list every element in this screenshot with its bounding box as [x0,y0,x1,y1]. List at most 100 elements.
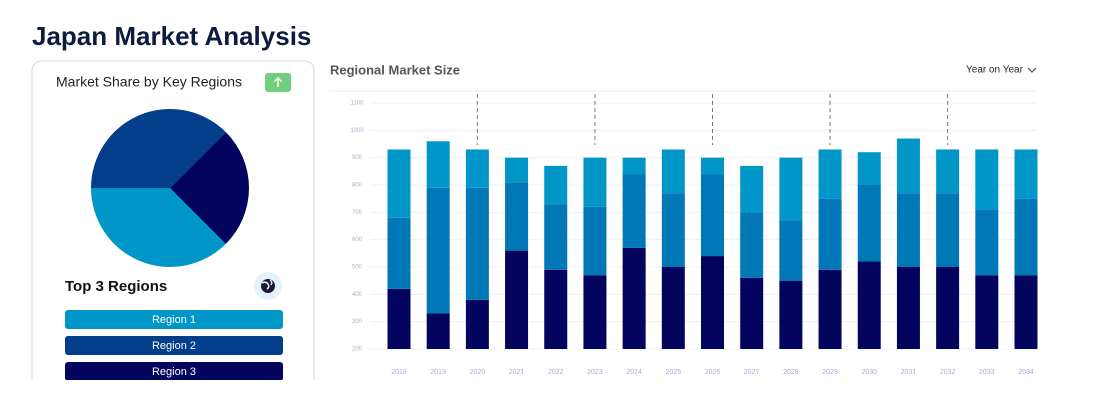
x-tick-label: 2033 [979,369,995,376]
bar-segment [387,149,411,218]
x-tick-label: 2022 [548,369,564,376]
bar-segment [779,157,803,221]
bar-segment [818,149,842,199]
bar-segment [544,204,568,270]
bar-segment [583,275,607,349]
x-tick-label: 2020 [470,369,486,376]
x-tick-label: 2026 [705,369,721,376]
bar-segment [544,269,568,349]
x-tick-label: 2021 [509,369,525,376]
bar-segment [583,206,607,276]
bar-segment [583,157,607,207]
bar-segment [1014,149,1038,199]
bar-segment [896,267,920,349]
bar-segment [740,277,764,349]
y-tick-label: 700 [352,210,363,216]
bar-segment [622,247,646,349]
bar-segment [505,157,529,183]
region-button[interactable]: Region 3 [65,362,283,381]
x-tick-label: 2025 [666,369,682,376]
bar-segment [896,193,920,267]
bar-segment [426,141,450,188]
y-tick-label: 1000 [350,128,364,134]
bar-segment [426,313,450,349]
x-tick-label: 2018 [391,369,407,376]
y-tick-label: 800 [352,183,363,189]
y-tick-label: 1100 [351,101,365,107]
dropdown-label: Year on Year [966,65,1024,76]
y-tick-label: 900 [352,155,363,161]
bar-segment [936,149,960,194]
bar-segment [661,267,685,349]
pie-slice [170,132,249,244]
y-tick-label: 200 [352,347,363,353]
bar-segment [857,261,881,349]
bar-segment [1014,198,1038,276]
bar-segment [465,149,489,188]
x-tick-label: 2019 [430,369,446,376]
y-tick-label: 600 [352,237,363,243]
bar-segment [465,299,489,349]
bar-segment [1014,275,1038,349]
bar-segment [857,185,881,262]
x-tick-label: 2028 [783,369,799,376]
bar-segment [426,187,450,314]
bar-segment [779,280,803,349]
x-tick-label: 2023 [587,369,603,376]
bar-segment [701,157,724,175]
bar-segment [505,250,529,349]
globe-button[interactable] [254,272,282,300]
bar-segment [857,152,881,185]
x-tick-label: 2024 [626,369,642,376]
x-tick-label: 2027 [744,369,760,376]
bar-segment [544,165,568,205]
bar-segment [622,157,646,175]
bar-segment [701,174,724,257]
region-button[interactable]: Region 2 [65,336,283,355]
bar-segment [740,165,764,213]
x-tick-label: 2030 [861,369,877,376]
pie-slice [91,188,226,267]
region-button-bg [65,362,283,381]
y-tick-label: 500 [352,265,363,271]
page-title: Japan Market Analysis [32,21,311,51]
up-button[interactable] [265,73,291,92]
bar-segment [387,217,411,289]
card-cutoff [0,380,330,418]
bar-segment [936,193,960,267]
bar-segment [936,267,960,349]
card-title: Market Share by Key Regions [56,74,242,90]
bar-segment [622,174,646,248]
pie-slice [91,109,226,188]
x-tick-label: 2029 [822,369,838,376]
bar-segment [465,187,489,300]
y-tick-label: 300 [352,319,363,325]
x-tick-label: 2032 [940,369,956,376]
x-tick-label: 2031 [901,369,917,376]
subtitle: Top 3 Regions [65,278,167,295]
bar-segment [896,138,920,194]
y-tick-label: 400 [352,292,363,298]
region-button-label: Region 2 [152,340,196,352]
region-button[interactable]: Region 1 [65,310,283,329]
bar-segment [818,198,842,270]
region-button-bg [65,336,283,355]
region-button-label: Region 3 [152,366,196,378]
period-dropdown[interactable]: Year on Year [966,65,1037,76]
region-button-bg [65,310,283,329]
bar-segment [975,209,999,276]
region-button-label: Region 1 [152,314,196,326]
bar-segment [779,220,803,281]
bar-segment [818,269,842,349]
bar-segment [975,275,999,349]
bar-segment [701,256,724,349]
bar-segment [387,288,411,349]
bar-segment [661,193,685,267]
bar-segment [975,149,999,210]
bar-segment [661,149,685,194]
chart-title: Regional Market Size [330,62,460,77]
x-tick-label: 2034 [1018,369,1034,376]
bar-segment [740,212,764,278]
bar-segment [505,182,529,251]
